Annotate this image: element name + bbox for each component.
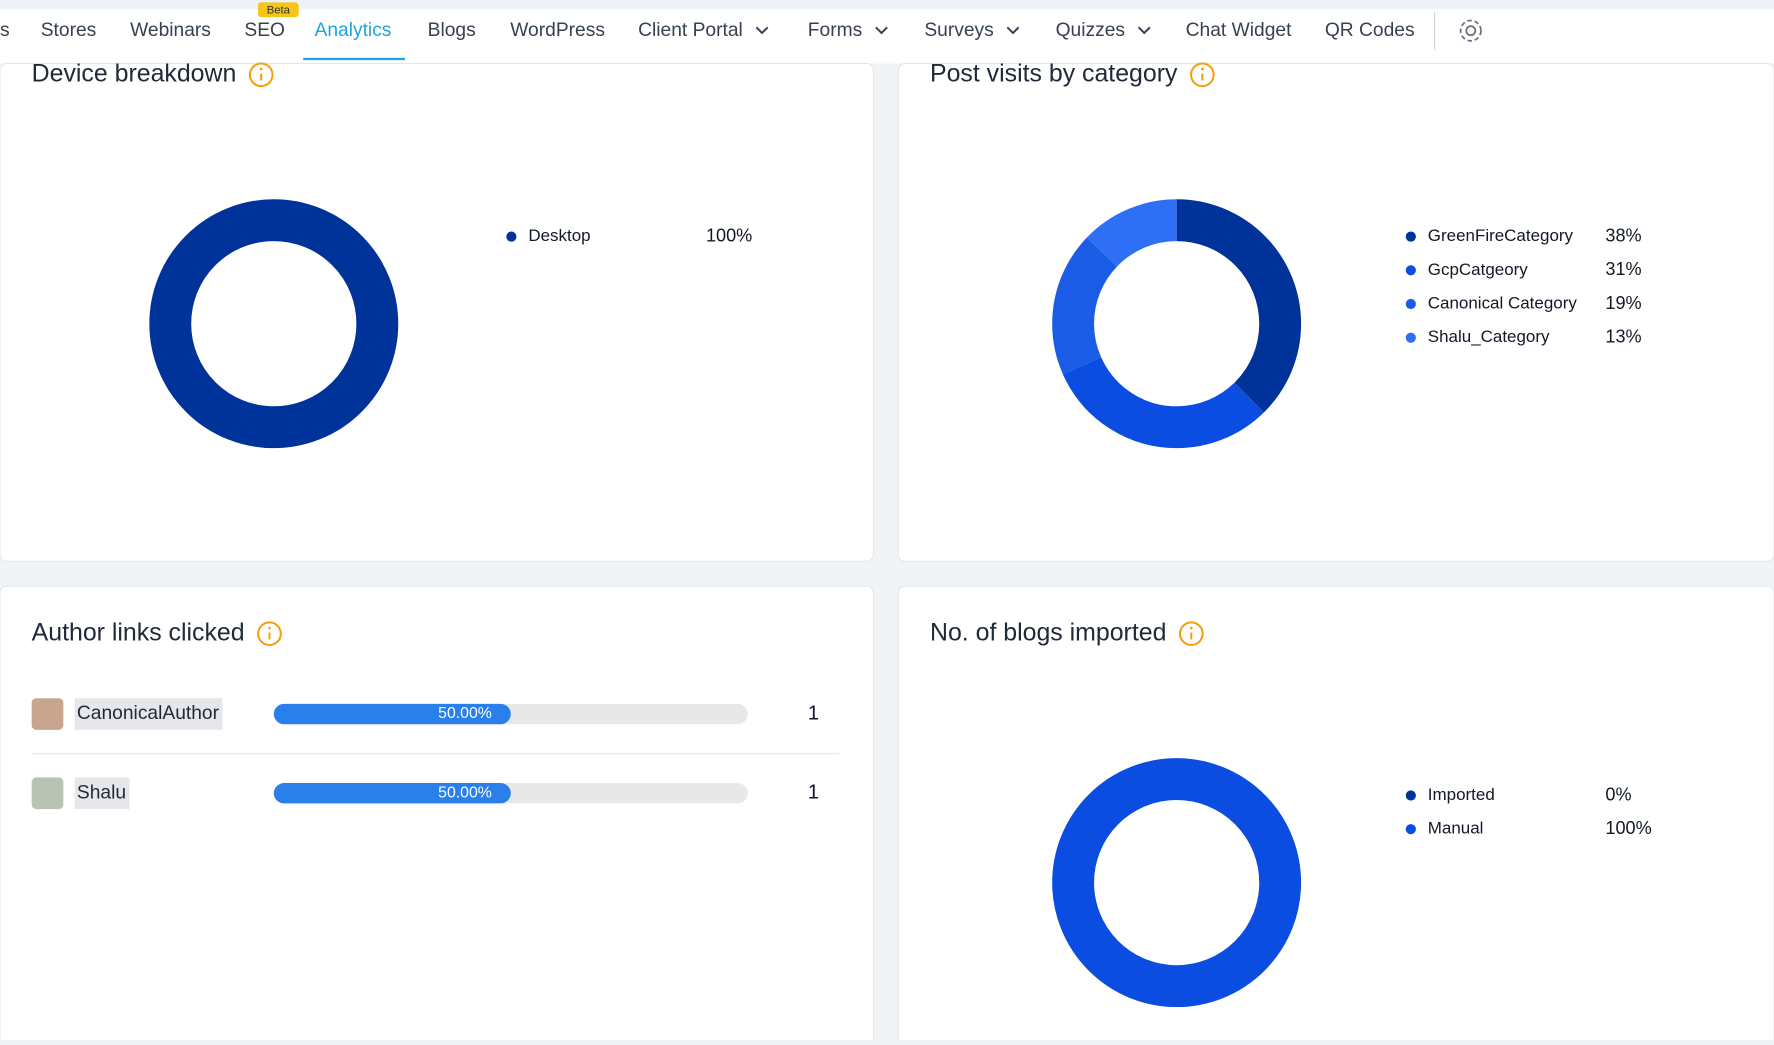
panel-title: Post visits by category bbox=[930, 59, 1178, 87]
nav-item[interactable]: Quizzes bbox=[1056, 20, 1125, 41]
legend-label: Canonical Category bbox=[1428, 294, 1578, 313]
legend-value: 31% bbox=[1605, 259, 1641, 279]
info-icon[interactable] bbox=[257, 621, 282, 647]
nav-item[interactable]: WordPress bbox=[510, 20, 605, 41]
panel-title: Author links clicked bbox=[32, 618, 245, 646]
settings-icon[interactable] bbox=[1459, 19, 1482, 42]
legend-value: 19% bbox=[1605, 293, 1641, 313]
nav-item[interactable]: QR Codes bbox=[1325, 20, 1415, 41]
bar-label: 50.00% bbox=[438, 705, 492, 722]
legend-dot bbox=[506, 231, 517, 242]
highlight bbox=[74, 698, 223, 730]
info-icon[interactable] bbox=[1190, 62, 1215, 88]
nav-item[interactable]: Analytics bbox=[315, 20, 392, 41]
author-name: Shalu bbox=[77, 782, 126, 803]
info-icon-dot bbox=[1189, 626, 1193, 630]
nav-bar bbox=[0, 9, 1774, 64]
nav-item[interactable]: SEO bbox=[244, 20, 285, 41]
legend-value: 13% bbox=[1605, 327, 1641, 347]
legend-dot bbox=[1405, 231, 1416, 242]
badge bbox=[257, 2, 299, 18]
bar bbox=[273, 783, 511, 804]
nav-item[interactable]: Forms bbox=[808, 20, 862, 41]
author-name: CanonicalAuthor bbox=[77, 703, 220, 724]
info-icon[interactable] bbox=[248, 62, 274, 88]
chevron bbox=[1006, 26, 1020, 35]
nav-item[interactable]: Stores bbox=[41, 20, 97, 41]
nav-item[interactable]: Webinars bbox=[130, 20, 211, 41]
badge-text: Beta bbox=[267, 4, 291, 16]
chevron bbox=[1137, 26, 1151, 35]
nav-item[interactable]: Chat Widget bbox=[1186, 20, 1292, 41]
legend-value: 100% bbox=[1605, 818, 1651, 838]
legend-dot bbox=[1405, 332, 1416, 343]
top-strip bbox=[0, 0, 1774, 10]
legend-label: GcpCatgeory bbox=[1428, 260, 1528, 279]
legend-label: Shalu_Category bbox=[1428, 327, 1550, 346]
card bbox=[897, 62, 1774, 562]
info-icon[interactable] bbox=[1178, 621, 1204, 647]
nav-item[interactable]: s bbox=[0, 20, 10, 41]
info-icon-dot bbox=[259, 67, 263, 71]
info-icon-dot bbox=[268, 626, 271, 630]
chevron bbox=[755, 26, 769, 35]
legend-dot bbox=[1405, 790, 1416, 801]
legend-value: 100% bbox=[706, 225, 752, 245]
donut-segment bbox=[149, 199, 399, 449]
legend-label: Desktop bbox=[528, 226, 590, 245]
legend-label: GreenFireCategory bbox=[1428, 226, 1574, 245]
highlight bbox=[74, 777, 130, 810]
bar-label: 50.00% bbox=[438, 784, 492, 801]
donut-segment bbox=[1052, 199, 1302, 449]
legend-value: 38% bbox=[1605, 225, 1641, 245]
bar bbox=[273, 703, 511, 725]
donut-segment bbox=[1052, 199, 1302, 449]
nav-item[interactable]: Client Portal bbox=[638, 20, 743, 41]
legend-label: Manual bbox=[1428, 819, 1484, 838]
avatar bbox=[31, 698, 64, 730]
legend-label: Imported bbox=[1428, 785, 1495, 804]
panel-title: No. of blogs imported bbox=[930, 618, 1166, 646]
count: 1 bbox=[808, 702, 819, 724]
nav-item[interactable]: Surveys bbox=[924, 20, 993, 41]
chevron bbox=[875, 26, 888, 35]
donut-segment bbox=[1052, 758, 1302, 1008]
legend-dot bbox=[1405, 298, 1416, 310]
panel-title: Device breakdown bbox=[32, 59, 237, 87]
legend-dot bbox=[1405, 265, 1416, 276]
nav-item[interactable]: Blogs bbox=[428, 20, 476, 41]
card bbox=[0, 62, 874, 562]
donut-segment bbox=[1052, 199, 1302, 449]
legend-dot bbox=[1405, 824, 1416, 835]
card bbox=[0, 585, 874, 1045]
count: 1 bbox=[808, 782, 819, 804]
avatar bbox=[31, 777, 64, 810]
card bbox=[897, 585, 1774, 1045]
info-icon-dot bbox=[1200, 67, 1204, 71]
legend-value: 0% bbox=[1605, 784, 1631, 804]
